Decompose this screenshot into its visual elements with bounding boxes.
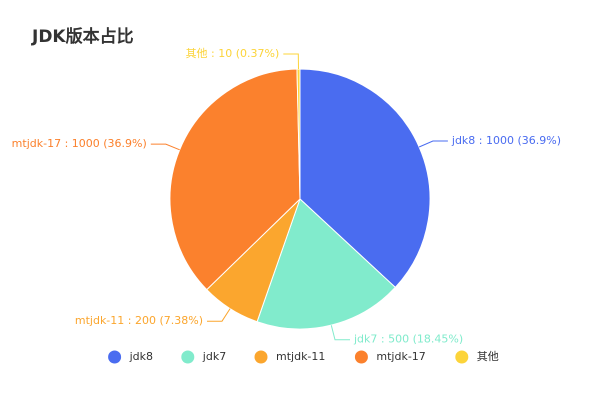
slice-label-2: mtjdk-11 : 200 (7.38%): [75, 314, 203, 327]
slice-label-1: jdk7 : 500 (18.45%): [353, 333, 463, 346]
legend-marker-4[interactable]: [455, 350, 469, 364]
slice-label-4: 其他 : 10 (0.37%): [186, 47, 280, 60]
leader-line-0: [418, 140, 448, 148]
legend-label-2[interactable]: mtjdk-11: [276, 350, 325, 363]
legend-marker-1[interactable]: [181, 350, 195, 364]
legend-marker-2[interactable]: [254, 350, 268, 364]
pie-slice-4[interactable]: [296, 68, 301, 200]
leader-line-3: [150, 143, 180, 151]
legend-label-4[interactable]: 其他: [477, 350, 499, 363]
leader-line-2: [207, 308, 231, 322]
legend: jdk8 jdk7 mtjdk-11 mtjdk-17 其他: [108, 350, 499, 364]
legend-marker-0[interactable]: [108, 350, 122, 364]
chart-title: JDK版本占比: [32, 27, 134, 47]
slice-label-0: jdk8 : 1000 (36.9%): [451, 134, 561, 147]
leader-line-1: [330, 325, 350, 341]
legend-label-0[interactable]: jdk8: [129, 350, 153, 363]
legend-marker-3[interactable]: [354, 350, 368, 364]
leader-line-4: [283, 53, 299, 70]
slice-labels: jdk8 : 1000 (36.9%) jdk7 : 500 (18.45%) mt…: [12, 47, 561, 346]
slice-label-3: mtjdk-17 : 1000 (36.9%): [12, 137, 147, 150]
legend-label-3[interactable]: mtjdk-17: [376, 350, 425, 363]
legend-label-1[interactable]: jdk7: [202, 350, 226, 363]
pie-slice-1[interactable]: [256, 198, 397, 330]
label-leader-lines: [150, 53, 448, 341]
pie-slices: [169, 68, 431, 330]
